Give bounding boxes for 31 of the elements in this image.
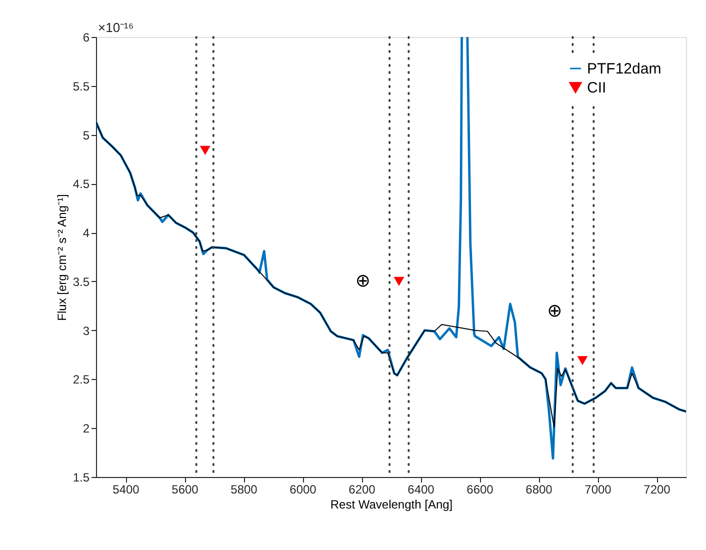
x-tick-label: 5600: [172, 482, 199, 496]
x-tick-label: 7200: [644, 482, 671, 496]
x-tick-label: 5400: [112, 482, 140, 496]
y-tick-label: 5: [82, 128, 90, 142]
x-tick-label: 7000: [584, 482, 612, 496]
y-tick-label: 5.5: [72, 79, 90, 94]
y-tick-label: 2.5: [72, 372, 90, 387]
annotation: ⊕: [547, 300, 562, 322]
legend-label: PTF12dam: [587, 60, 662, 78]
point: [577, 356, 588, 366]
y-tick-label: 4: [82, 226, 90, 240]
x-tick-label: 6200: [348, 482, 376, 496]
x-tick-label: 6600: [466, 482, 494, 496]
x-axis-title: Rest Wavelength [Ang]: [330, 498, 453, 512]
line-series: [96, 122, 686, 428]
y-axis-title: Flux [erg cm⁻² s⁻² Ang⁻¹]: [54, 194, 69, 321]
text: ×10⁻¹⁶: [98, 20, 134, 35]
point: [394, 276, 404, 286]
x-tick-label: 6400: [408, 482, 435, 496]
x-tick-label: 6000: [290, 482, 317, 496]
x-tick-label: 5800: [230, 482, 258, 496]
legend-label: CII: [587, 80, 606, 96]
y-tick-label: 2: [82, 422, 90, 436]
y-tick-label: 4.5: [72, 177, 90, 192]
y-tick-label: 3.5: [72, 274, 90, 289]
annotation: ⊕: [355, 270, 371, 292]
x-tick-label: 6800: [526, 482, 553, 496]
y-tick-label: 6: [82, 30, 90, 44]
y-tick-label: 1.5: [72, 470, 90, 484]
y-tick-label: 3: [82, 324, 90, 338]
point: [200, 146, 210, 155]
